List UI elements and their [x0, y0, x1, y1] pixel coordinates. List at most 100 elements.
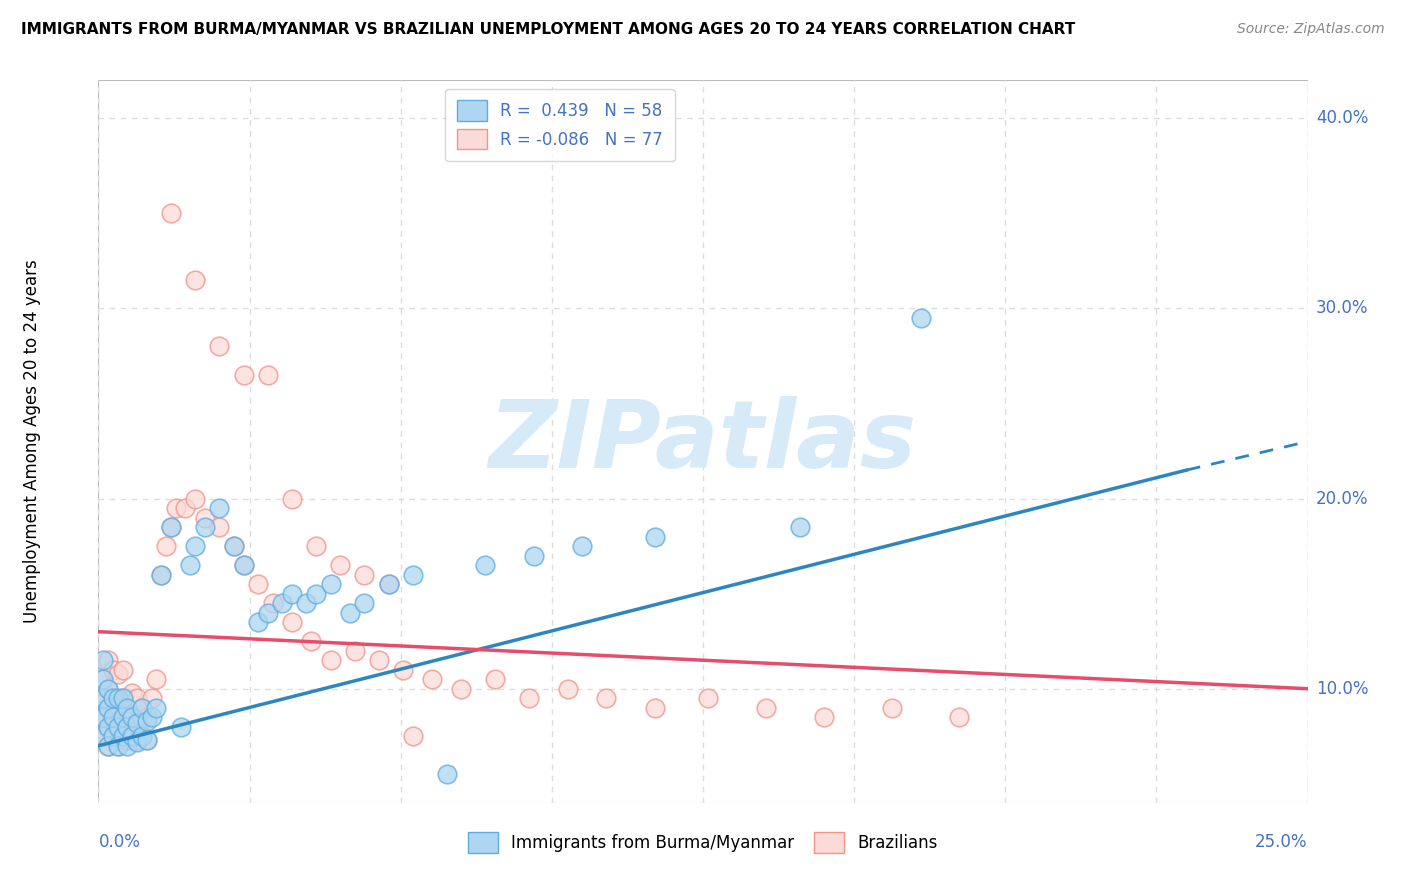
Point — [194, 520, 217, 534]
Point — [150, 567, 173, 582]
Point — [377, 577, 399, 591]
Point — [329, 558, 352, 573]
Point — [392, 663, 415, 677]
Point — [127, 715, 149, 730]
Point — [789, 520, 811, 534]
Point — [91, 672, 114, 686]
Point — [101, 729, 124, 743]
Point — [247, 615, 270, 630]
Point — [101, 691, 124, 706]
Point — [295, 596, 318, 610]
Point — [343, 643, 366, 657]
Point — [101, 691, 124, 706]
Point — [169, 720, 191, 734]
Point — [91, 710, 114, 724]
Point — [111, 691, 134, 706]
Point — [271, 596, 294, 610]
Point — [880, 700, 903, 714]
Point — [696, 691, 718, 706]
Point — [97, 700, 120, 714]
Point — [127, 735, 149, 749]
Point — [184, 539, 207, 553]
Point — [145, 700, 167, 714]
Point — [450, 681, 472, 696]
Point — [111, 691, 134, 706]
Point — [145, 672, 167, 686]
Point — [208, 339, 231, 353]
Point — [281, 491, 304, 506]
Point — [353, 596, 375, 610]
Point — [97, 681, 120, 696]
Point — [97, 653, 120, 667]
Point — [184, 273, 207, 287]
Point — [305, 587, 328, 601]
Point — [571, 539, 593, 553]
Point — [97, 720, 120, 734]
Point — [420, 672, 443, 686]
Point — [184, 491, 207, 506]
Point — [91, 672, 114, 686]
Point — [377, 577, 399, 591]
Point — [111, 729, 134, 743]
Point — [141, 710, 163, 724]
Point — [262, 596, 284, 610]
Point — [281, 615, 304, 630]
Point — [160, 520, 183, 534]
Point — [111, 729, 134, 743]
Point — [121, 729, 143, 743]
Point — [121, 729, 143, 743]
Point — [117, 691, 139, 706]
Point — [299, 634, 322, 648]
Point — [107, 691, 129, 706]
Text: 20.0%: 20.0% — [1316, 490, 1368, 508]
Point — [256, 606, 278, 620]
Point — [97, 739, 120, 753]
Point — [121, 685, 143, 699]
Point — [97, 720, 120, 734]
Point — [97, 739, 120, 753]
Point — [402, 729, 425, 743]
Point — [101, 710, 124, 724]
Point — [91, 653, 114, 667]
Point — [127, 714, 149, 728]
Point — [165, 501, 187, 516]
Point — [111, 710, 134, 724]
Point — [101, 710, 124, 724]
Text: 10.0%: 10.0% — [1316, 680, 1368, 698]
Point — [91, 710, 114, 724]
Point — [595, 691, 617, 706]
Text: 40.0%: 40.0% — [1316, 110, 1368, 128]
Point — [131, 729, 153, 743]
Point — [160, 206, 183, 220]
Point — [107, 739, 129, 753]
Point — [127, 691, 149, 706]
Text: 0.0%: 0.0% — [98, 833, 141, 851]
Point — [174, 501, 197, 516]
Point — [474, 558, 496, 573]
Point — [101, 663, 124, 677]
Point — [208, 501, 231, 516]
Point — [644, 700, 666, 714]
Point — [91, 729, 114, 743]
Text: Source: ZipAtlas.com: Source: ZipAtlas.com — [1237, 22, 1385, 37]
Point — [150, 567, 173, 582]
Point — [131, 700, 153, 714]
Point — [131, 700, 153, 714]
Point — [208, 520, 231, 534]
Point — [368, 653, 391, 667]
Point — [353, 567, 375, 582]
Point — [91, 691, 114, 706]
Point — [179, 558, 201, 573]
Text: 25.0%: 25.0% — [1256, 833, 1308, 851]
Point — [339, 606, 361, 620]
Point — [107, 715, 129, 730]
Point — [523, 549, 546, 563]
Point — [813, 710, 835, 724]
Point — [97, 700, 120, 714]
Point — [319, 653, 342, 667]
Point — [117, 733, 139, 747]
Point — [101, 729, 124, 743]
Point — [131, 729, 153, 743]
Point — [194, 510, 217, 524]
Point — [121, 710, 143, 724]
